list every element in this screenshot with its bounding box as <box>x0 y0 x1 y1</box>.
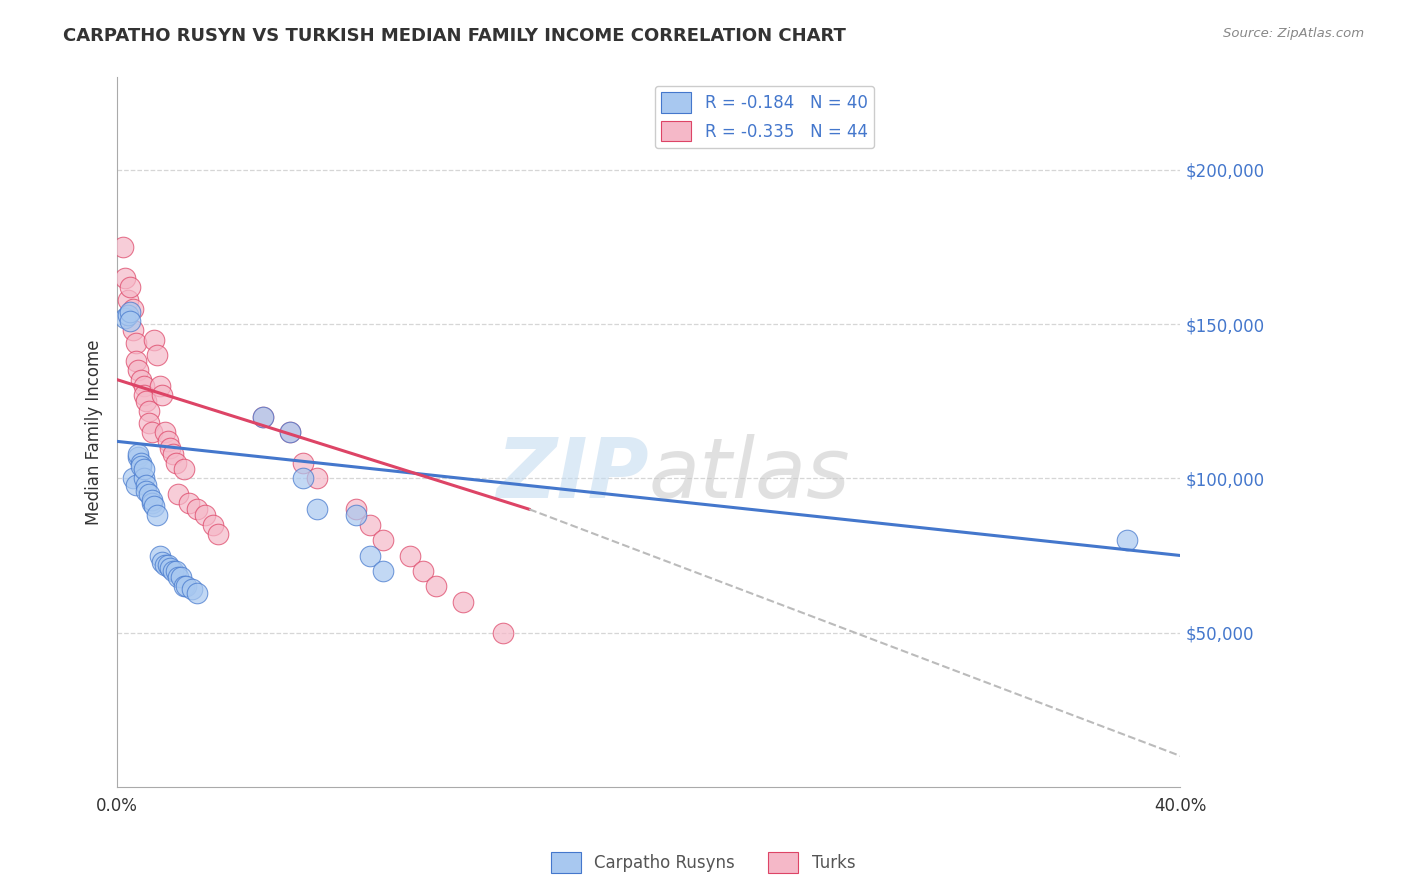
Point <box>451 595 474 609</box>
Point <box>132 471 155 485</box>
Point <box>165 564 187 578</box>
Point <box>149 379 172 393</box>
Text: CARPATHO RUSYN VS TURKISH MEDIAN FAMILY INCOME CORRELATION CHART: CARPATHO RUSYN VS TURKISH MEDIAN FAMILY … <box>63 27 846 45</box>
Point <box>120 314 142 328</box>
Point <box>146 508 169 523</box>
Y-axis label: Median Family Income: Median Family Income <box>86 339 103 524</box>
Point <box>173 579 195 593</box>
Point <box>177 496 200 510</box>
Point <box>371 564 394 578</box>
Point <box>114 271 136 285</box>
Point <box>143 333 166 347</box>
Point <box>114 311 136 326</box>
Point <box>186 502 208 516</box>
Point <box>252 409 274 424</box>
Point <box>125 354 148 368</box>
Text: atlas: atlas <box>648 434 851 516</box>
Point <box>162 564 184 578</box>
Point <box>371 533 394 547</box>
Point <box>138 487 160 501</box>
Point <box>141 425 163 439</box>
Point <box>425 579 447 593</box>
Point <box>278 425 301 439</box>
Point <box>252 409 274 424</box>
Point <box>122 323 145 337</box>
Point <box>127 447 149 461</box>
Point <box>156 434 179 449</box>
Point <box>207 527 229 541</box>
Point <box>180 582 202 597</box>
Point <box>292 471 315 485</box>
Point <box>201 517 224 532</box>
Point <box>135 483 157 498</box>
Point <box>146 348 169 362</box>
Point <box>143 499 166 513</box>
Point <box>186 585 208 599</box>
Point <box>346 508 368 523</box>
Point <box>132 388 155 402</box>
Point <box>170 570 193 584</box>
Legend: R = -0.184   N = 40, R = -0.335   N = 44: R = -0.184 N = 40, R = -0.335 N = 44 <box>655 86 875 148</box>
Point <box>135 477 157 491</box>
Text: Source: ZipAtlas.com: Source: ZipAtlas.com <box>1223 27 1364 40</box>
Point <box>346 502 368 516</box>
Point <box>194 508 217 523</box>
Point <box>122 301 145 316</box>
Point <box>359 549 381 563</box>
Point <box>129 458 152 473</box>
Point <box>127 450 149 464</box>
Point <box>156 558 179 572</box>
Point <box>138 416 160 430</box>
Point <box>159 441 181 455</box>
Point <box>125 335 148 350</box>
Point <box>125 477 148 491</box>
Point <box>162 447 184 461</box>
Point <box>398 549 420 563</box>
Point <box>129 373 152 387</box>
Point <box>141 493 163 508</box>
Point <box>117 293 139 307</box>
Point <box>159 561 181 575</box>
Point <box>412 564 434 578</box>
Point <box>359 517 381 532</box>
Point <box>153 558 176 572</box>
Point <box>117 308 139 322</box>
Point <box>150 555 173 569</box>
Point <box>278 425 301 439</box>
Point <box>153 425 176 439</box>
Point <box>167 570 190 584</box>
Point <box>173 462 195 476</box>
Text: ZIP: ZIP <box>496 434 648 516</box>
Point <box>141 496 163 510</box>
Point <box>138 403 160 417</box>
Point <box>165 456 187 470</box>
Point <box>305 471 328 485</box>
Point <box>129 456 152 470</box>
Point <box>167 487 190 501</box>
Point <box>127 363 149 377</box>
Point <box>305 502 328 516</box>
Point <box>132 462 155 476</box>
Point <box>132 379 155 393</box>
Point <box>120 280 142 294</box>
Point <box>149 549 172 563</box>
Legend: Carpatho Rusyns, Turks: Carpatho Rusyns, Turks <box>544 846 862 880</box>
Point <box>135 394 157 409</box>
Point <box>292 456 315 470</box>
Point <box>1116 533 1139 547</box>
Point <box>176 579 198 593</box>
Point <box>150 388 173 402</box>
Point <box>111 240 134 254</box>
Point <box>120 305 142 319</box>
Point <box>122 471 145 485</box>
Point <box>491 625 513 640</box>
